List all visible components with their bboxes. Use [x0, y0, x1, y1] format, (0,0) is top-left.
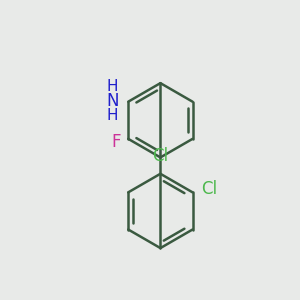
Text: N: N	[107, 92, 119, 110]
Text: F: F	[111, 133, 121, 151]
Text: Cl: Cl	[202, 180, 218, 198]
Text: Cl: Cl	[152, 147, 169, 165]
Text: H: H	[106, 108, 118, 123]
Text: H: H	[106, 79, 118, 94]
